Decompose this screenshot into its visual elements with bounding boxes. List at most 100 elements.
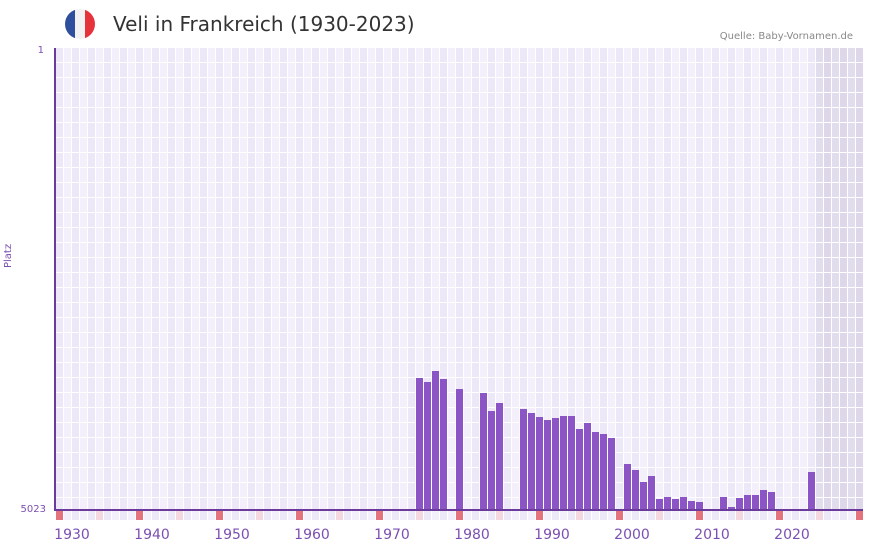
marker-cell	[280, 511, 287, 520]
bar-2000[interactable]	[632, 470, 639, 510]
decade-marker	[856, 511, 863, 520]
marker-cell	[584, 511, 591, 520]
decade-marker	[456, 511, 463, 520]
bar-2011[interactable]	[720, 497, 727, 510]
marker-cell	[712, 511, 719, 520]
bar-1973[interactable]	[416, 378, 423, 510]
marker-cell	[608, 511, 615, 520]
marker-cell	[232, 511, 239, 520]
decade-marker	[616, 511, 623, 520]
marker-cell	[552, 511, 559, 520]
marker-cell	[248, 511, 255, 520]
bar-1995[interactable]	[592, 432, 599, 510]
marker-cell	[672, 511, 679, 520]
x-tick-1980: 1980	[454, 527, 490, 543]
bar-2003[interactable]	[656, 499, 663, 510]
bar-1990[interactable]	[552, 418, 559, 510]
marker-cell	[328, 511, 335, 520]
x-axis-line	[54, 509, 863, 511]
marker-cell	[512, 511, 519, 520]
decade-marker	[296, 511, 303, 520]
marker-cell	[472, 511, 479, 520]
bar-1983[interactable]	[496, 403, 503, 510]
bar-1999[interactable]	[624, 464, 631, 510]
marker-cell	[504, 511, 511, 520]
marker-cell	[840, 511, 847, 520]
x-tick-1990: 1990	[534, 527, 570, 543]
bar-1997[interactable]	[608, 438, 615, 510]
bar-2004[interactable]	[664, 497, 671, 510]
bar-1981[interactable]	[480, 393, 487, 510]
marker-cell	[80, 511, 87, 520]
bar-1987[interactable]	[528, 413, 535, 510]
bar-2017[interactable]	[768, 492, 775, 510]
bar-2022[interactable]	[808, 472, 815, 510]
marker-cell	[832, 511, 839, 520]
x-tick-1950: 1950	[214, 527, 250, 543]
marker-cell	[288, 511, 295, 520]
bar-2012[interactable]	[728, 507, 735, 510]
half-decade-marker	[816, 511, 823, 520]
marker-cell	[408, 511, 415, 520]
x-tick-1960: 1960	[294, 527, 330, 543]
bar-2014[interactable]	[744, 495, 751, 510]
bar-1975[interactable]	[432, 371, 439, 510]
marker-cell	[200, 511, 207, 520]
y-axis-line	[54, 48, 56, 511]
marker-cell	[144, 511, 151, 520]
bar-2007[interactable]	[688, 501, 695, 510]
bar-2015[interactable]	[752, 495, 759, 510]
marker-cell	[104, 511, 111, 520]
marker-cell	[192, 511, 199, 520]
marker-cell	[720, 511, 727, 520]
bar-2002[interactable]	[648, 476, 655, 510]
bar-1989[interactable]	[544, 420, 551, 510]
bar-2001[interactable]	[640, 482, 647, 510]
half-decade-marker	[576, 511, 583, 520]
marker-cell	[704, 511, 711, 520]
bar-1991[interactable]	[560, 416, 567, 510]
bar-2013[interactable]	[736, 498, 743, 510]
marker-cell	[752, 511, 759, 520]
bar-1993[interactable]	[576, 429, 583, 510]
marker-cell	[240, 511, 247, 520]
marker-cell	[120, 511, 127, 520]
marker-cell	[384, 511, 391, 520]
marker-cell	[312, 511, 319, 520]
marker-cell	[152, 511, 159, 520]
bar-1988[interactable]	[536, 417, 543, 510]
marker-cell	[520, 511, 527, 520]
marker-cell	[640, 511, 647, 520]
bar-1978[interactable]	[456, 389, 463, 510]
x-tick-2000: 2000	[614, 527, 650, 543]
marker-cell	[824, 511, 831, 520]
bar-2008[interactable]	[696, 502, 703, 510]
marker-cell	[368, 511, 375, 520]
y-tick-top: 1	[37, 45, 44, 56]
bar-1976[interactable]	[440, 379, 447, 510]
y-axis-label: Platz	[3, 243, 14, 268]
bar-1994[interactable]	[584, 423, 591, 510]
bar-1982[interactable]	[488, 411, 495, 510]
x-tick-2010: 2010	[694, 527, 730, 543]
chart-title: Veli in Frankreich (1930-2023)	[113, 12, 415, 36]
marker-cell	[448, 511, 455, 520]
marker-cell	[624, 511, 631, 520]
bar-1996[interactable]	[600, 434, 607, 510]
marker-cell	[440, 511, 447, 520]
decade-marker	[56, 511, 63, 520]
bar-2016[interactable]	[760, 490, 767, 510]
bar-1986[interactable]	[520, 409, 527, 510]
decade-marker	[136, 511, 143, 520]
france-flag-icon	[65, 9, 95, 39]
plot-grid	[56, 48, 863, 510]
marker-cell	[72, 511, 79, 520]
marker-cell	[680, 511, 687, 520]
bar-2005[interactable]	[672, 499, 679, 510]
bar-2006[interactable]	[680, 497, 687, 510]
bar-1992[interactable]	[568, 416, 575, 510]
decade-marker	[696, 511, 703, 520]
marker-cell	[544, 511, 551, 520]
marker-cell	[168, 511, 175, 520]
bar-1974[interactable]	[424, 382, 431, 510]
